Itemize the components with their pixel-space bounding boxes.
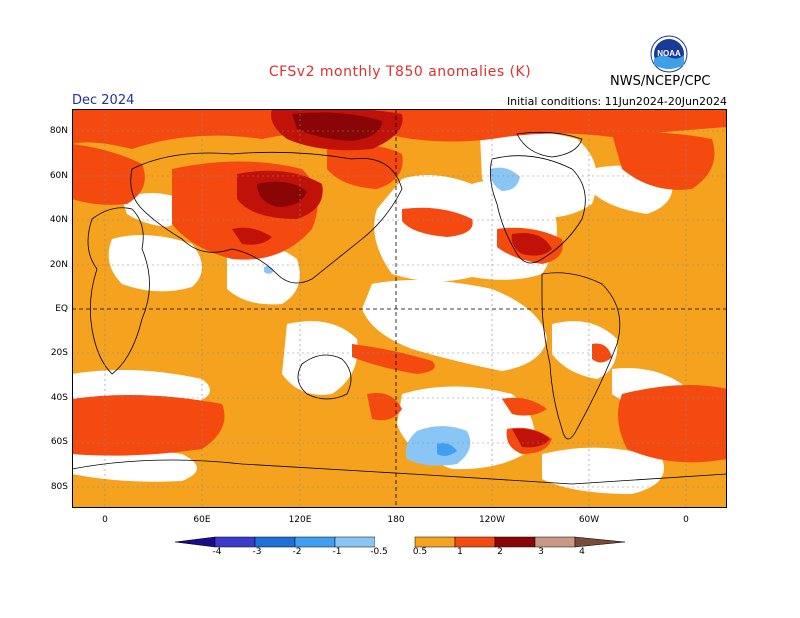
colorbar-swatch: [574, 536, 626, 548]
lon-label: 0: [683, 515, 689, 525]
colorbar-label: -0.5: [370, 547, 388, 557]
colorbar-swatch: [494, 536, 536, 548]
map-frame: [72, 109, 727, 508]
lon-label: 120E: [288, 515, 312, 525]
colorbar-swatch: [294, 536, 336, 548]
coastlines: [72, 131, 727, 485]
colorbar-label: -2: [292, 547, 302, 557]
colorbar-swatch: [334, 536, 376, 548]
lat-label: EQ: [55, 304, 68, 314]
colorbar-label: 3: [538, 547, 544, 557]
lat-label: 40N: [49, 215, 68, 225]
colorbar-label: 1: [457, 547, 463, 557]
colorbar-label: -3: [252, 547, 262, 557]
lat-label: 40S: [50, 393, 68, 403]
lon-label: 60E: [193, 515, 211, 525]
reference-lines: [72, 109, 727, 508]
lat-label: 20N: [49, 260, 68, 270]
lat-label: 20S: [50, 348, 68, 358]
lat-label: 60N: [49, 171, 68, 181]
colorbar-swatch: [214, 536, 256, 548]
month-label: Dec 2024: [72, 93, 135, 108]
colorbar-label: 0.5: [412, 547, 428, 557]
lon-label: 0: [102, 515, 108, 525]
cold-regions: [264, 167, 520, 466]
lat-label: 80N: [49, 126, 68, 136]
chart-title: CFSv2 monthly T850 anomalies (K): [268, 64, 532, 80]
colorbar-label: 2: [497, 547, 503, 557]
map-canvas: [72, 109, 727, 508]
lat-label: 60S: [50, 437, 68, 447]
colorbar-swatch: [534, 536, 576, 548]
colorbar: [174, 536, 626, 548]
colorbar-swatches: [174, 536, 626, 548]
noaa-logo-icon: NOAA: [650, 35, 688, 73]
initial-conditions: Initial conditions: 11Jun2024-20Jun2024: [506, 95, 727, 108]
colorbar-swatch: [254, 536, 296, 548]
lat-label: 80S: [50, 482, 68, 492]
logo-text: NOAA: [657, 49, 681, 58]
colorbar-label: -4: [212, 547, 222, 557]
graticule: [72, 109, 727, 508]
lon-label: 60W: [578, 515, 600, 525]
colorbar-label: 4: [579, 547, 585, 557]
colorbar-label: -1: [332, 547, 342, 557]
anomaly-map: [72, 109, 727, 508]
colorbar-swatch: [375, 537, 415, 547]
lon-label: 180: [387, 515, 405, 525]
colorbar-swatch: [414, 536, 456, 548]
very-strong-warm-regions: [257, 112, 382, 207]
agency-label: NWS/NCEP/CPC: [610, 74, 711, 89]
lon-label: 120W: [478, 515, 506, 525]
colorbar-swatch: [454, 536, 496, 548]
colorbar-swatch: [174, 536, 216, 548]
